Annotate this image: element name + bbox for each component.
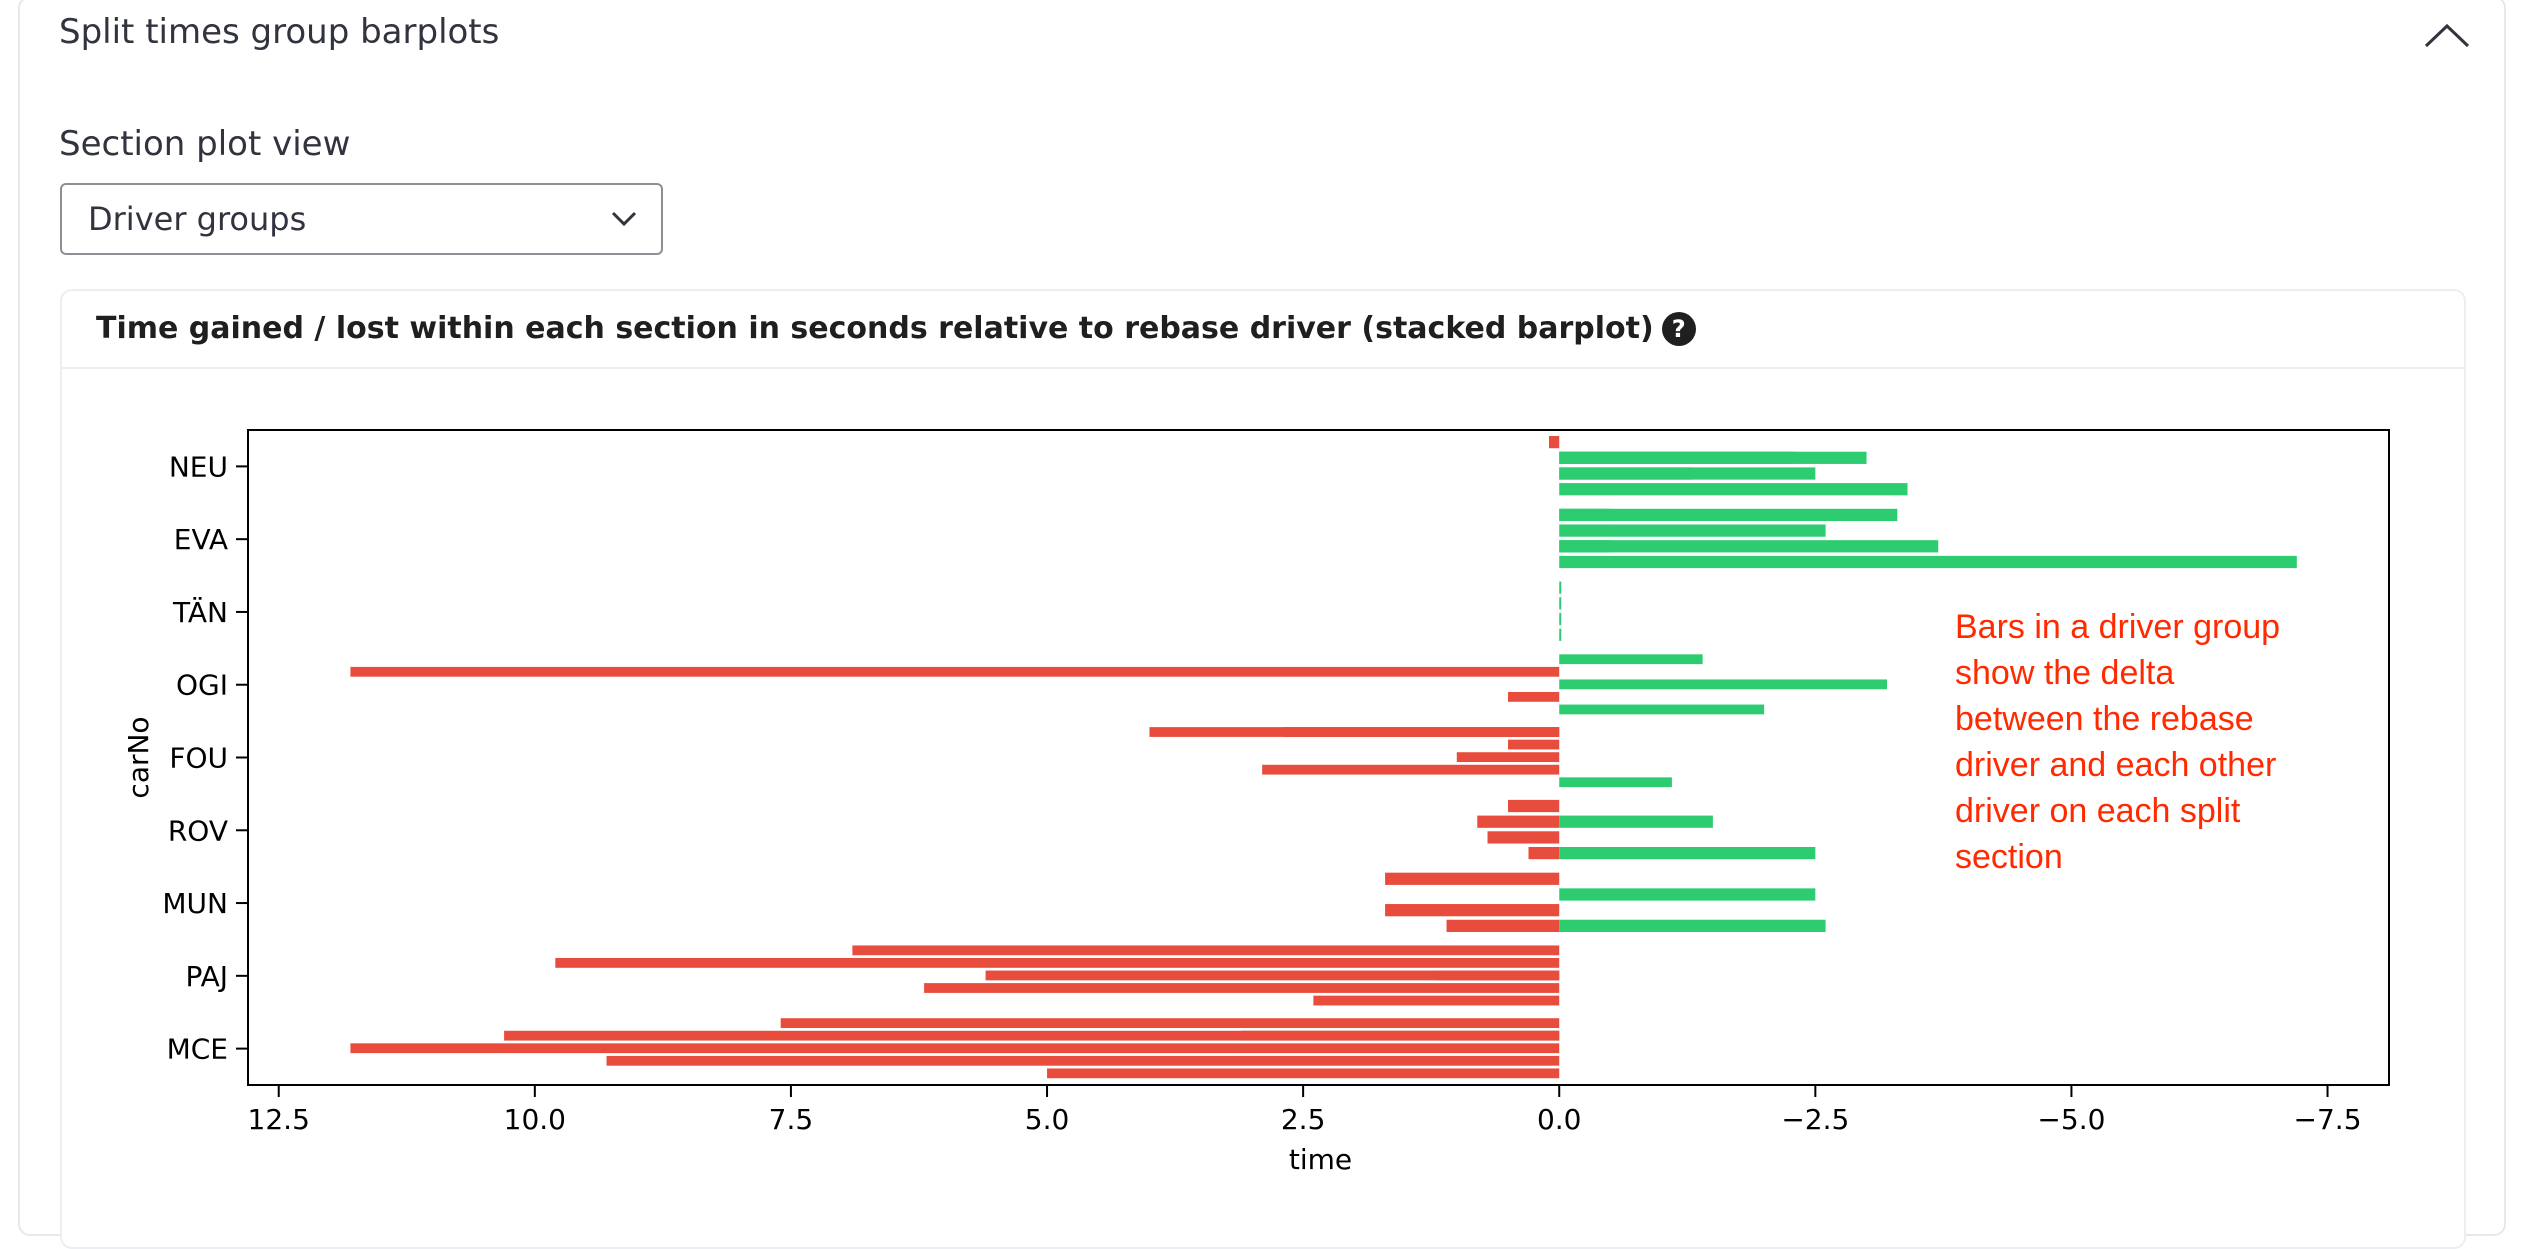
bar-paj — [555, 958, 1560, 968]
bar-mun — [1385, 904, 1560, 917]
y-tick-label: PAJ — [185, 960, 228, 993]
help-icon[interactable]: ? — [1661, 311, 1696, 346]
section-plot-view-label: Section plot view — [59, 124, 351, 164]
bar-rov — [1508, 799, 1560, 813]
bar-neu — [1559, 451, 1867, 464]
x-tick-label: 5.0 — [1025, 1103, 1070, 1136]
annotation-line: driver and each other — [1955, 746, 2277, 784]
annotation-line: section — [1955, 838, 2063, 876]
x-tick-label: −5.0 — [2037, 1103, 2105, 1136]
bar-rov — [1559, 815, 1713, 828]
y-tick-label: FOU — [169, 742, 228, 775]
annotation-line: driver on each split — [1955, 792, 2241, 830]
stacked-barplot: 12.5 10.0 7.5 5.0 2.5 0.0 −2.5 −5.0 −7.5 NEU EVA TÄ… — [122, 429, 2390, 1176]
bar-ogi — [1508, 692, 1560, 702]
bar-eva — [1559, 540, 1939, 553]
bar-mun — [1559, 919, 1826, 932]
x-tick-label: 10.0 — [504, 1103, 566, 1136]
bar-paj — [852, 945, 1560, 956]
bar-paj — [1313, 995, 1560, 1006]
y-tick-label: TÄN — [172, 596, 228, 629]
bar-mun — [1385, 872, 1560, 885]
x-tick-label: 0.0 — [1537, 1103, 1582, 1136]
bar-paj — [924, 983, 1560, 993]
bar-fou — [1262, 764, 1560, 775]
bar-mce — [1241, 1030, 1560, 1041]
expander-title[interactable]: Split times group barplots — [59, 12, 500, 52]
bar-fou — [1508, 739, 1560, 750]
bar-mun — [1446, 919, 1560, 932]
y-tick-label: OGI — [176, 669, 228, 702]
y-tick-label: NEU — [169, 450, 228, 483]
bar-rov — [1559, 846, 1816, 860]
bar-tän — [1559, 597, 1562, 610]
y-tick-label: MUN — [162, 887, 228, 920]
bar-ogi — [1559, 704, 1765, 715]
y-tick-label: MCE — [167, 1033, 228, 1066]
chevron-up-icon[interactable] — [2420, 18, 2474, 52]
bar-eva — [1559, 555, 2297, 569]
select-current-value: Driver groups — [88, 200, 307, 238]
bar-fou — [1456, 752, 1560, 763]
chart-title-text: Time gained / lost within each section i… — [96, 311, 1654, 346]
chart-title: Time gained / lost within each section i… — [96, 311, 1696, 346]
bar-ogi — [1559, 679, 1888, 690]
bar-eva — [1559, 508, 1898, 522]
x-tick-label: 12.5 — [248, 1103, 310, 1136]
bar-neu — [1559, 467, 1816, 480]
bar-ogi — [1559, 654, 1703, 665]
bar-tän — [1559, 581, 1562, 594]
bar-mce — [504, 1030, 1560, 1041]
bar-rov — [1528, 846, 1560, 860]
bar-ogi — [350, 666, 1560, 677]
y-axis-label: carNo — [122, 716, 155, 798]
x-tick-label: 7.5 — [769, 1103, 814, 1136]
bar-rov — [1487, 831, 1560, 844]
bar-mce — [780, 1018, 1560, 1029]
chart-annotation: Bars in a driver group show the delta be… — [1955, 604, 2395, 880]
x-tick-label: 2.5 — [1281, 1103, 1326, 1136]
bar-mce — [1047, 1068, 1560, 1079]
bar-tän — [1559, 612, 1562, 626]
section-plot-view-select[interactable]: Driver groups — [60, 183, 663, 255]
y-tick-label: EVA — [174, 523, 228, 556]
bar-fou — [1282, 727, 1560, 737]
bar-rov — [1477, 815, 1560, 828]
bar-neu — [1559, 483, 1908, 496]
annotation-line: Bars in a driver group — [1955, 608, 2281, 646]
bar-paj — [985, 970, 1560, 981]
bar-fou — [1559, 777, 1672, 788]
annotation-line: between the rebase — [1955, 700, 2254, 738]
x-axis-label: time — [1289, 1143, 1352, 1176]
bar-neu — [1548, 436, 1560, 449]
x-tick-label: −2.5 — [1781, 1103, 1849, 1136]
bar-tän — [1559, 628, 1562, 641]
chart-card-header: Time gained / lost within each section i… — [62, 291, 2464, 369]
y-tick-label: ROV — [168, 814, 228, 847]
bar-mun — [1559, 888, 1816, 901]
bar-mce — [350, 1043, 1560, 1054]
bar-eva — [1559, 524, 1826, 537]
bar-mce — [606, 1055, 1560, 1066]
chevron-down-icon — [611, 211, 637, 227]
x-tick-label: −7.5 — [2294, 1103, 2362, 1136]
annotation-line: show the delta — [1955, 654, 2175, 692]
